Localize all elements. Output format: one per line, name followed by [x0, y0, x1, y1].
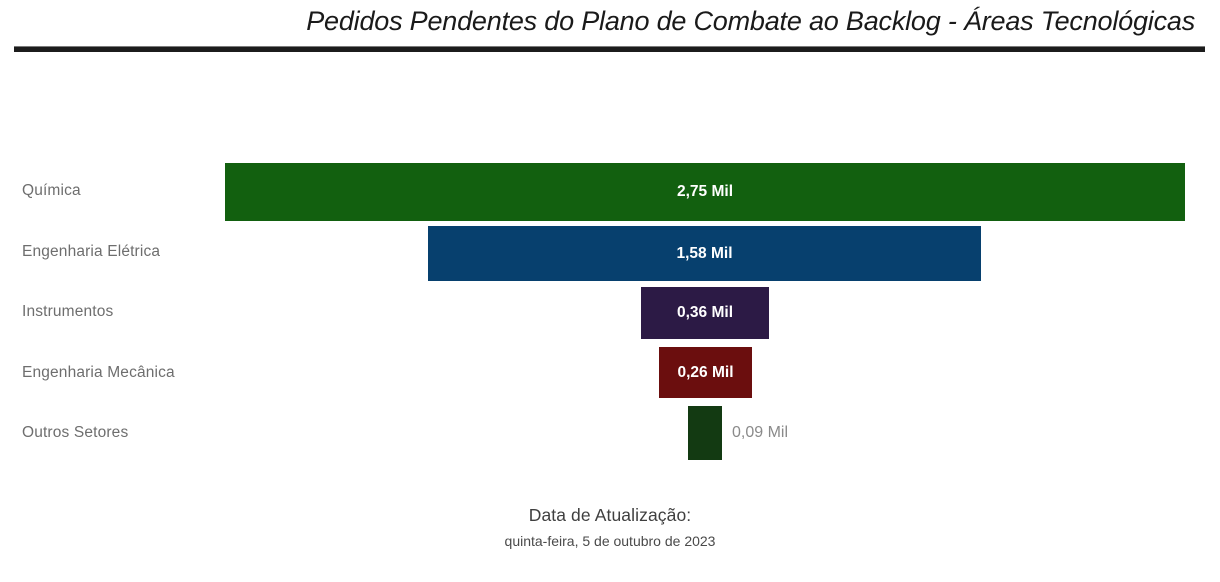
bar-segment[interactable]: 2,75 Mil [225, 163, 1185, 221]
title-divider [14, 46, 1205, 52]
category-label: Engenharia Elétrica [22, 243, 160, 261]
bar-segment[interactable]: 0,26 Mil [659, 347, 752, 398]
page-title: Pedidos Pendentes do Plano de Combate ao… [306, 6, 1195, 37]
bar-segment[interactable] [688, 406, 722, 460]
bar-value-label: 2,75 Mil [225, 183, 1185, 201]
category-label: Química [22, 182, 81, 200]
bar-value-label: 0,36 Mil [641, 304, 769, 322]
category-label: Outros Setores [22, 424, 128, 442]
chart-footer: Data de Atualização: quinta-feira, 5 de … [0, 505, 1220, 549]
bar-segment[interactable]: 1,58 Mil [428, 226, 981, 281]
chart-plot-area: Química 2,75 Mil Engenharia Elétrica 1,58 M… [0, 150, 1220, 480]
update-date-value: quinta-feira, 5 de outubro de 2023 [0, 533, 1220, 549]
chart-header: Pedidos Pendentes do Plano de Combate ao… [0, 0, 1220, 56]
bar-value-label: 0,26 Mil [659, 364, 752, 382]
category-label: Instrumentos [22, 303, 113, 321]
update-date-label: Data de Atualização: [0, 505, 1220, 526]
bar-value-label: 1,58 Mil [428, 245, 981, 263]
bar-value-label: 0,09 Mil [732, 424, 788, 442]
category-label: Engenharia Mecânica [22, 364, 175, 382]
bar-segment[interactable]: 0,36 Mil [641, 287, 769, 339]
